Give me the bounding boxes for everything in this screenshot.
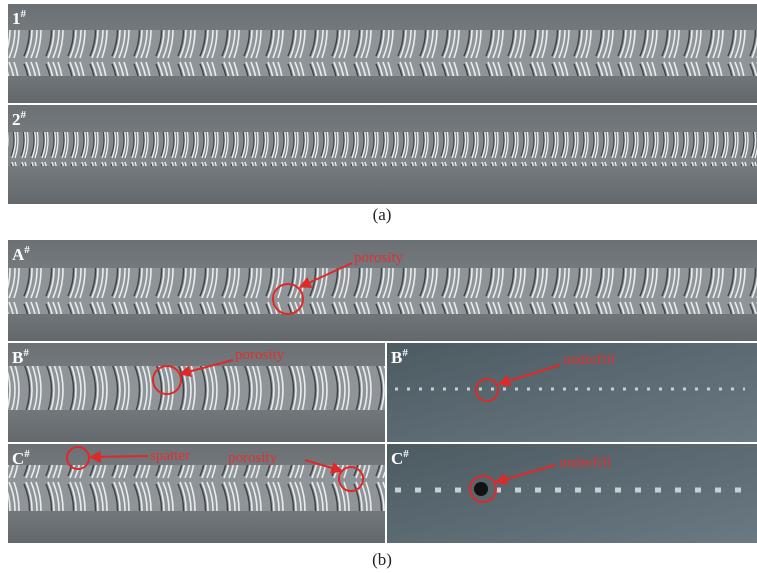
caption: (a) (373, 205, 392, 224)
weld-bead (8, 268, 757, 314)
annotation: porosity (228, 450, 278, 466)
figure: 1# 2# (a) A# porosity B# porosity B# und… (0, 0, 757, 573)
weld-bead (8, 366, 385, 410)
caption: (b) (372, 550, 392, 569)
annotation: porosity (354, 250, 404, 266)
defect (474, 482, 488, 496)
annotation: spatter (150, 448, 190, 464)
weld-bead (8, 465, 385, 511)
arrow (90, 456, 148, 457)
annotation: porosity (235, 347, 285, 363)
annotation: underfill (559, 455, 611, 471)
weld-bead (8, 132, 757, 166)
weld-bead (8, 30, 757, 76)
annotation: underfill (563, 352, 615, 368)
